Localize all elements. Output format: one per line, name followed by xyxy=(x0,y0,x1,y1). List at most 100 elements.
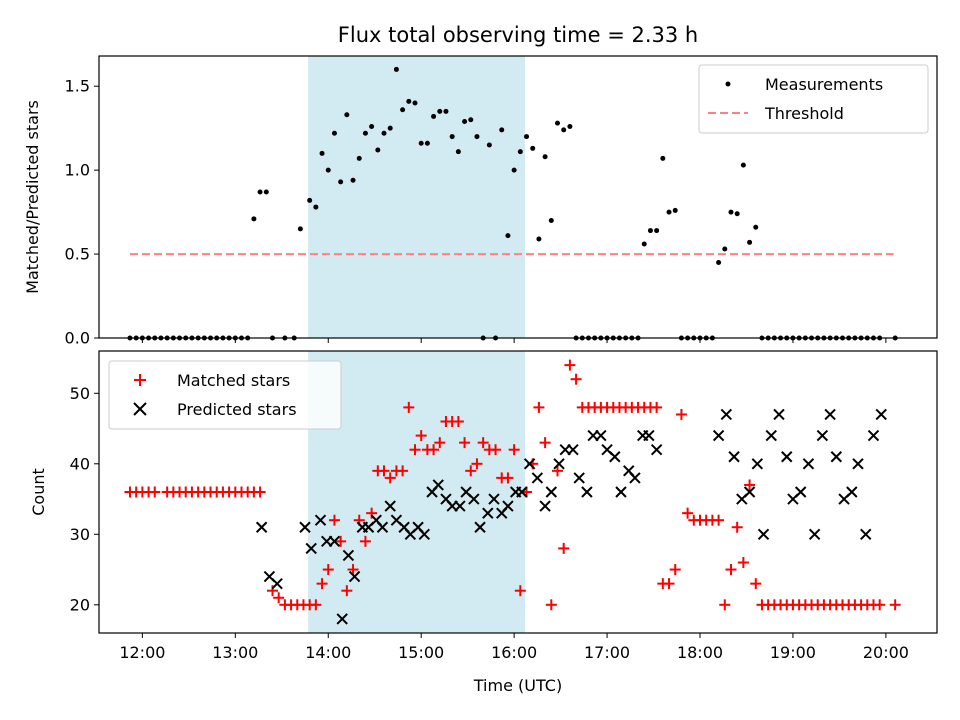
bottom-legend: Matched stars Predicted stars xyxy=(108,360,342,430)
predicted-star-point xyxy=(794,486,807,498)
measurement-point xyxy=(437,108,443,114)
measurement-point xyxy=(524,134,530,140)
chart-title: Flux total observing time = 2.33 h xyxy=(338,23,698,47)
predicted-star-point xyxy=(474,521,486,533)
matched-star-point xyxy=(465,465,477,477)
measurement-point xyxy=(468,117,474,123)
measurement-point xyxy=(307,197,313,203)
predicted-star-point xyxy=(615,486,627,498)
x-tick-label: 15:00 xyxy=(398,643,444,662)
predicted-star-point xyxy=(581,486,593,498)
measurement-point xyxy=(350,177,356,183)
measurement-point xyxy=(356,155,362,161)
predicted-star-point xyxy=(852,458,864,470)
matched-star-point xyxy=(490,444,502,456)
measurement-point xyxy=(747,239,753,245)
shaded-interval xyxy=(308,351,525,633)
predicted-star-point xyxy=(545,486,558,498)
matched-star-point xyxy=(328,514,340,526)
matched-star-point xyxy=(675,408,687,420)
predicted-star-point xyxy=(342,549,355,562)
predicted-star-point xyxy=(712,429,725,442)
y-tick-label: 20 xyxy=(70,595,90,614)
predicted-star-point xyxy=(728,451,740,463)
bottom-legend-box xyxy=(108,360,342,430)
predicted-star-point xyxy=(305,542,317,555)
matched-star-point xyxy=(397,465,409,477)
predicted-star-point xyxy=(348,570,361,583)
measurement-point xyxy=(486,142,492,148)
shaded-interval xyxy=(308,56,525,338)
measurement-point xyxy=(740,162,746,168)
x-tick-label: 13:00 xyxy=(212,643,258,662)
predicted-star-point xyxy=(384,500,396,512)
predicted-star-point xyxy=(454,500,466,512)
bottom-points-layer xyxy=(124,359,901,625)
predicted-star-point xyxy=(531,472,544,484)
legend-predicted-marker xyxy=(133,402,147,416)
matched-star-point xyxy=(471,458,483,470)
matched-star-point xyxy=(403,401,415,413)
top-x-ticks xyxy=(141,338,887,343)
measurement-point xyxy=(548,218,554,223)
matched-star-point xyxy=(149,486,161,498)
predicted-star-point xyxy=(629,472,641,484)
matched-star-point xyxy=(409,444,421,456)
measurement-point xyxy=(331,130,337,136)
y-tick-label: 40 xyxy=(70,454,90,473)
matched-star-point xyxy=(669,564,681,576)
predicted-star-point xyxy=(860,528,872,541)
measurement-point xyxy=(530,145,536,151)
matched-star-point xyxy=(725,564,737,576)
predicted-star-point xyxy=(255,521,268,533)
bottom-shaded-interval xyxy=(308,351,525,633)
predicted-star-point xyxy=(609,451,621,463)
matched-star-point xyxy=(874,599,886,611)
x-tick-label: 16:00 xyxy=(491,643,537,662)
measurement-point xyxy=(672,207,678,213)
matched-star-point xyxy=(533,401,545,413)
measurement-point xyxy=(338,179,344,185)
measurement-point xyxy=(443,108,449,114)
predicted-star-point xyxy=(743,486,756,498)
legend-matched-label: Matched stars xyxy=(177,371,290,390)
legend-measurements-marker xyxy=(725,81,731,87)
matched-star-point xyxy=(502,472,514,484)
bottom-x-ticks: 12:00 13:00 14:00 15:00 16:00 17:00 18:00 19:00… xyxy=(119,633,909,662)
x-tick-label: 18:00 xyxy=(677,643,723,662)
measurement-point xyxy=(536,236,542,242)
matched-star-point xyxy=(564,359,576,371)
matched-star-point xyxy=(663,578,675,590)
matched-star-point xyxy=(719,599,731,611)
predicted-star-point xyxy=(376,521,389,533)
legend-matched-marker xyxy=(134,374,146,386)
predicted-star-point xyxy=(336,613,348,625)
top-legend: Measurements Threshold xyxy=(698,64,929,134)
predicted-star-point xyxy=(830,451,843,463)
measurement-point xyxy=(554,120,560,126)
top-panel: 0.0 0.5 1.0 1.5 Matched/Predicted stars Mea… xyxy=(23,55,938,348)
measurement-point xyxy=(666,209,672,215)
matched-star-point xyxy=(273,592,285,604)
measurement-point xyxy=(313,204,319,210)
top-points-layer xyxy=(127,66,898,341)
measurement-point xyxy=(431,113,437,119)
measurement-point xyxy=(319,150,325,156)
bottom-y-axis-label: Count xyxy=(29,468,48,516)
top-legend-box xyxy=(698,64,929,134)
matched-star-point xyxy=(341,585,353,597)
matched-star-point xyxy=(434,437,446,449)
legend-measurements-label: Measurements xyxy=(765,75,883,94)
predicted-star-point xyxy=(875,408,887,421)
y-tick-label: 1.0 xyxy=(65,161,90,180)
predicted-star-point xyxy=(488,493,500,505)
matched-star-point xyxy=(539,437,551,449)
predicted-star-point xyxy=(773,408,785,421)
measurement-point xyxy=(647,228,653,234)
measurement-point xyxy=(722,246,728,252)
measurement-point xyxy=(369,124,375,129)
x-tick-label: 17:00 xyxy=(584,643,630,662)
predicted-star-point xyxy=(816,429,829,442)
predicted-star-point xyxy=(757,528,770,541)
